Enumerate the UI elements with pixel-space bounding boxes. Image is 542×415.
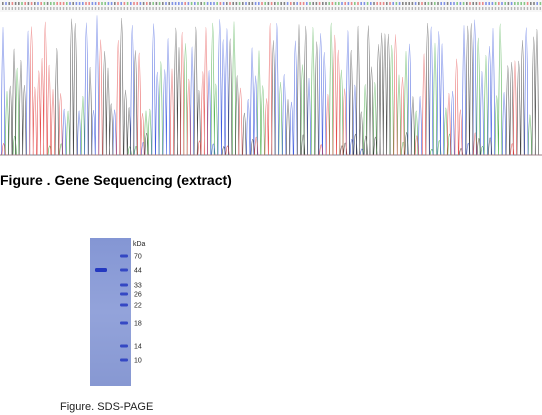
trace-c — [0, 15, 542, 156]
ladder-marker-label: 70 — [134, 254, 142, 261]
ladder-marker-label: 14 — [134, 344, 142, 351]
gene-sequencing-caption: Figure . Gene Sequencing (extract) — [0, 172, 232, 188]
ladder-band — [120, 254, 128, 258]
sds-page-caption: Figure. SDS-PAGE — [60, 401, 154, 413]
ladder-band — [120, 292, 128, 296]
ladder-band — [120, 344, 128, 348]
sequence-header-strip — [0, 0, 542, 12]
ladder-marker-label: 18 — [134, 321, 142, 328]
sequencing-chromatogram — [0, 0, 542, 158]
ladder-marker-label: 44 — [134, 268, 142, 275]
ladder-band — [120, 303, 128, 307]
ladder-band — [120, 358, 128, 362]
ladder-marker-label: 22 — [134, 303, 142, 310]
trace-g — [0, 17, 542, 156]
ladder-marker-label: 26 — [134, 292, 142, 299]
ladder-marker-label: 33 — [134, 283, 142, 290]
sample-band — [95, 268, 107, 272]
ladder-marker-label: 10 — [134, 358, 142, 365]
ladder-band — [120, 321, 128, 325]
sds-page-gel: kDa 70 44 33 26 22 18 14 10 — [90, 238, 146, 386]
ladder-band — [120, 268, 128, 272]
gel-lane-background — [90, 238, 131, 386]
ladder-band — [120, 283, 128, 287]
gel-unit-label: kDa — [133, 241, 146, 248]
